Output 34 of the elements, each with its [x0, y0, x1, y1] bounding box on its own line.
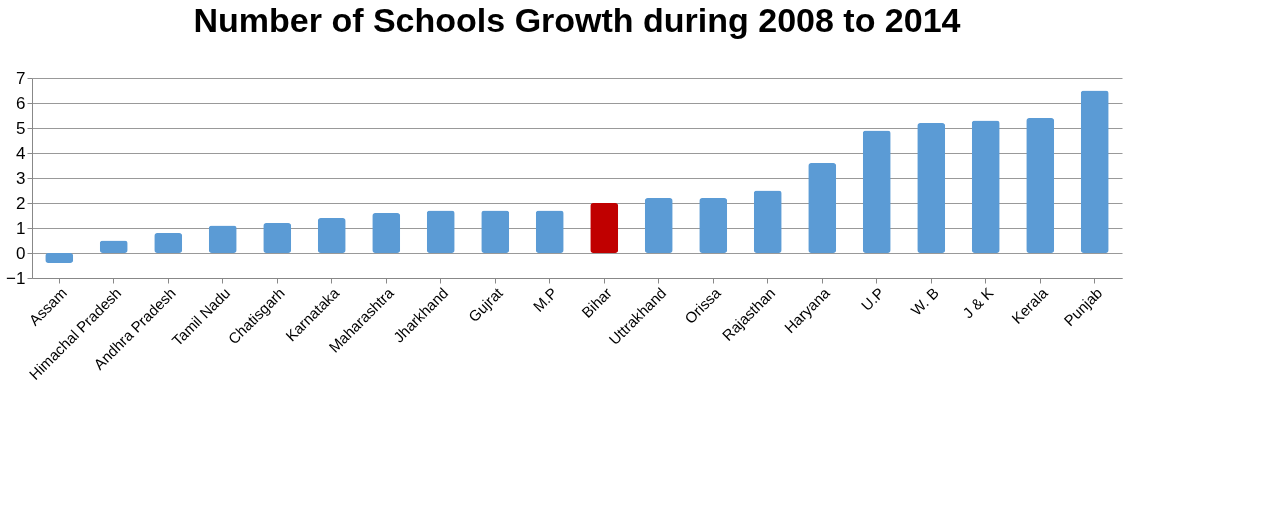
x-tick-label: M.P: [529, 284, 561, 315]
bar: [1080, 90, 1109, 253]
bar: [590, 203, 619, 253]
bar: [426, 210, 455, 253]
bar: [753, 190, 782, 253]
bar: [208, 225, 237, 253]
bar: [99, 240, 128, 253]
y-tick-label: 3: [16, 168, 26, 188]
y-tick-label: 7: [16, 68, 26, 88]
bar: [644, 198, 673, 253]
x-tick-label: U.P: [857, 284, 888, 314]
y-tick-label: 6: [16, 93, 26, 113]
x-tick-label: W. B: [907, 284, 942, 319]
y-tick-label: 1: [16, 218, 26, 238]
y-tick-label: −1: [6, 268, 26, 288]
bar: [154, 233, 183, 253]
y-tick-label: 0: [16, 243, 26, 263]
x-tick-label: J & K: [958, 284, 997, 322]
bar: [263, 223, 292, 253]
bar: [535, 210, 564, 253]
bar: [699, 198, 728, 253]
bar: [481, 210, 510, 253]
y-tick-label: 2: [16, 193, 26, 213]
y-tick-label: 4: [16, 143, 26, 163]
bar: [317, 218, 346, 253]
bar: [45, 253, 74, 263]
bar: [971, 120, 1000, 253]
chart-title: Number of Schools Growth during 2008 to 2014: [193, 1, 961, 39]
bar: [862, 130, 891, 253]
bar: [808, 163, 837, 253]
bar: [1026, 118, 1055, 253]
bar: [372, 213, 401, 253]
bar: [917, 123, 946, 253]
y-tick-label: 5: [16, 118, 26, 138]
